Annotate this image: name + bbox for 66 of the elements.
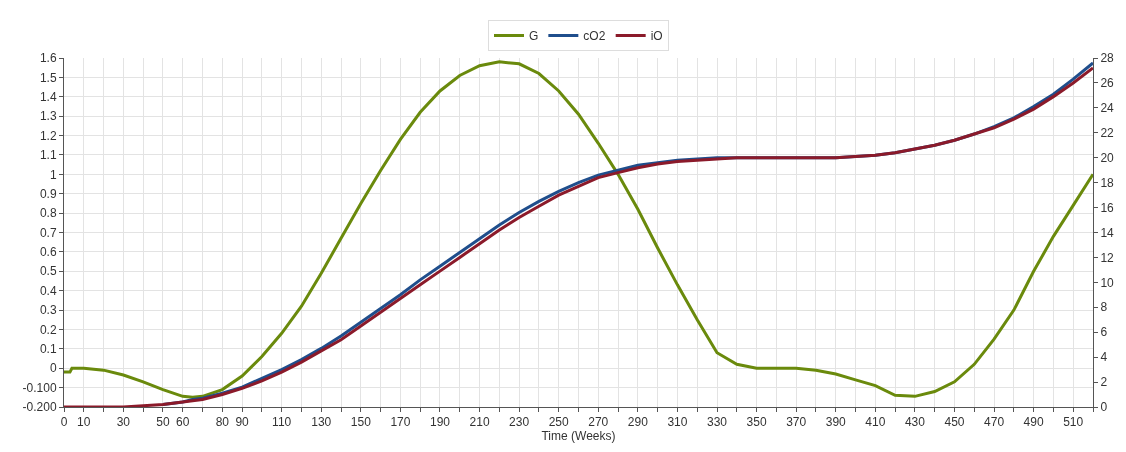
y2-tick-label: 2 [1100, 375, 1108, 390]
x-tick-label: 250 [548, 415, 570, 430]
x-tick-label: 60 [176, 415, 190, 430]
x-tick-label: 350 [746, 415, 767, 430]
x-tick-label: 150 [350, 415, 372, 430]
y-tick-label: 1.6 [39, 51, 57, 66]
y2-tick-label: 6 [1100, 325, 1108, 340]
x-tick-label: 210 [469, 415, 490, 430]
y-tick-label: 1.4 [39, 89, 57, 104]
y-tick-label: 0.2 [39, 322, 57, 337]
x-tick-label: 330 [707, 415, 728, 430]
y-tick-label: 0.5 [39, 264, 57, 279]
x-tick-label: 310 [667, 415, 688, 430]
y-tick-label: 1.5 [39, 70, 57, 85]
legend-label: iO [650, 29, 663, 44]
y-tick-label: 0.9 [39, 186, 57, 201]
x-tick-label: 390 [825, 415, 847, 430]
x-tick-label: 130 [311, 415, 332, 430]
x-tick-label: 190 [429, 415, 451, 430]
x-tick-label: 170 [390, 415, 411, 430]
x-tick-label: 370 [786, 415, 807, 430]
x-tick-label: 450 [944, 415, 965, 430]
y-tick-label: 1.2 [39, 128, 57, 143]
x-tick-label: 30 [116, 415, 131, 430]
y2-tick-label: 14 [1100, 225, 1115, 240]
y2-tick-label: 16 [1100, 200, 1115, 215]
y-tick-label: -0.100 [22, 380, 57, 395]
y2-tick-label: 4 [1100, 350, 1108, 365]
x-tick-label: 270 [588, 415, 609, 430]
y2-tick-label: 10 [1100, 275, 1115, 290]
x-tick-label: 230 [509, 415, 530, 430]
y2-tick-label: 24 [1100, 101, 1115, 116]
y-tick-label: 0.8 [39, 206, 57, 221]
x-tick-label: 110 [272, 415, 292, 430]
y-tick-label: 0.3 [39, 303, 57, 318]
y-tick-label: 0 [49, 361, 57, 376]
y2-tick-label: 28 [1100, 51, 1115, 66]
y2-tick-label: 12 [1100, 250, 1115, 265]
y2-tick-label: 8 [1100, 300, 1108, 315]
legend-label: cO2 [583, 29, 606, 44]
y2-tick-label: 26 [1100, 76, 1115, 91]
x-tick-label: 430 [904, 415, 926, 430]
y2-tick-label: 0 [1100, 400, 1108, 415]
x-tick-label: 90 [235, 415, 250, 430]
legend-label: G [529, 29, 539, 44]
y-tick-label: 1.3 [39, 109, 57, 124]
y-tick-label: 0.7 [39, 225, 57, 240]
x-axis-title: Time (Weeks) [541, 429, 616, 444]
y2-tick-label: 18 [1100, 175, 1115, 190]
x-tick-label: 50 [156, 415, 170, 430]
x-tick-label: 410 [865, 415, 886, 430]
x-tick-label: 470 [984, 415, 1005, 430]
y-tick-label: 0.6 [39, 245, 57, 260]
y2-tick-label: 22 [1100, 125, 1115, 140]
x-tick-label: 290 [627, 415, 649, 430]
x-tick-label: 510 [1063, 415, 1084, 430]
y2-tick-label: 20 [1100, 150, 1115, 165]
y-tick-label: 0.1 [39, 342, 57, 357]
x-tick-label: 490 [1023, 415, 1044, 430]
x-tick-label: 10 [77, 415, 91, 430]
y-tick-label: 0.4 [39, 283, 57, 298]
y-tick-label: 1 [49, 167, 57, 182]
y-tick-label: -0.200 [22, 400, 57, 415]
x-tick-label: 0 [60, 415, 68, 430]
x-tick-label: 80 [215, 415, 230, 430]
y-tick-label: 1.1 [39, 148, 57, 163]
